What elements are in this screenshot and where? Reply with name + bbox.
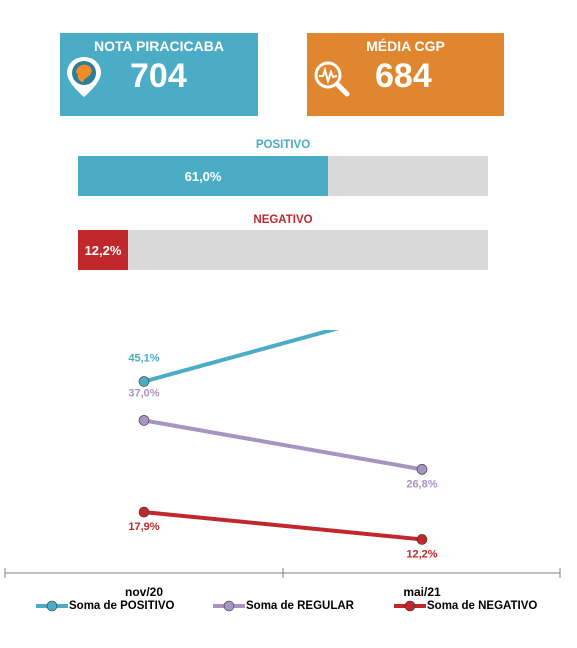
kpi-value: 684 <box>375 57 432 95</box>
kpi-label: MÉDIA CGP <box>366 38 445 54</box>
kpi-card-media-cgp: MÉDIA CGP 684 <box>307 33 504 116</box>
chart-legend: Soma de POSITIVO Soma de REGULAR Soma de N… <box>0 600 577 620</box>
x-tick-label: nov/20 <box>125 585 163 599</box>
x-tick-label: mai/21 <box>403 585 441 599</box>
data-label: 37,0% <box>128 387 159 399</box>
legend-item: Soma de POSITIVO <box>35 600 174 612</box>
positive-bar-value: 61,0% <box>184 168 222 184</box>
series-line <box>143 418 423 472</box>
legend-swatch-icon <box>394 600 426 612</box>
negative-bar-track: 12,2% <box>78 230 488 270</box>
data-label: 45,1% <box>128 353 159 365</box>
legend-label: Soma de NEGATIVO <box>427 600 538 612</box>
positive-bar-track: 61,0% <box>78 156 488 196</box>
positive-bar-fill: 61,0% <box>78 156 329 196</box>
data-point <box>416 534 428 545</box>
negative-bar-title: NEGATIVO <box>253 214 313 226</box>
kpi-value: 704 <box>130 57 187 95</box>
kpi-label: NOTA PIRACICABA <box>94 38 224 54</box>
data-point <box>416 464 428 475</box>
legend-swatch-icon <box>36 600 68 612</box>
series-line <box>143 510 423 542</box>
kpi-card-nota-piracicaba: NOTA PIRACICABA 704 <box>60 33 258 116</box>
legend-swatch-icon <box>213 600 245 612</box>
legend-label: Soma de POSITIVO <box>69 600 175 612</box>
data-point <box>138 415 150 426</box>
legend-label: Soma de REGULAR <box>246 600 354 612</box>
data-label: 12,2% <box>406 548 437 560</box>
positive-bar-title: POSITIVO <box>255 139 311 151</box>
negative-bar-value: 12,2% <box>84 242 122 258</box>
magnifier-chart-icon <box>314 61 350 97</box>
map-pin-icon <box>67 57 101 97</box>
line-chart: nov/20mai/2145,1%61,0%37,0%26,8%17,9%12,… <box>4 330 561 599</box>
data-label: 17,9% <box>128 521 159 533</box>
negative-bar-fill: 12,2% <box>78 230 129 270</box>
data-point <box>138 506 150 518</box>
data-point <box>138 376 150 387</box>
data-label: 26,8% <box>406 478 437 490</box>
legend-item: Soma de REGULAR <box>212 600 354 612</box>
legend-item: Soma de NEGATIVO <box>393 600 537 612</box>
series-line <box>143 330 340 384</box>
